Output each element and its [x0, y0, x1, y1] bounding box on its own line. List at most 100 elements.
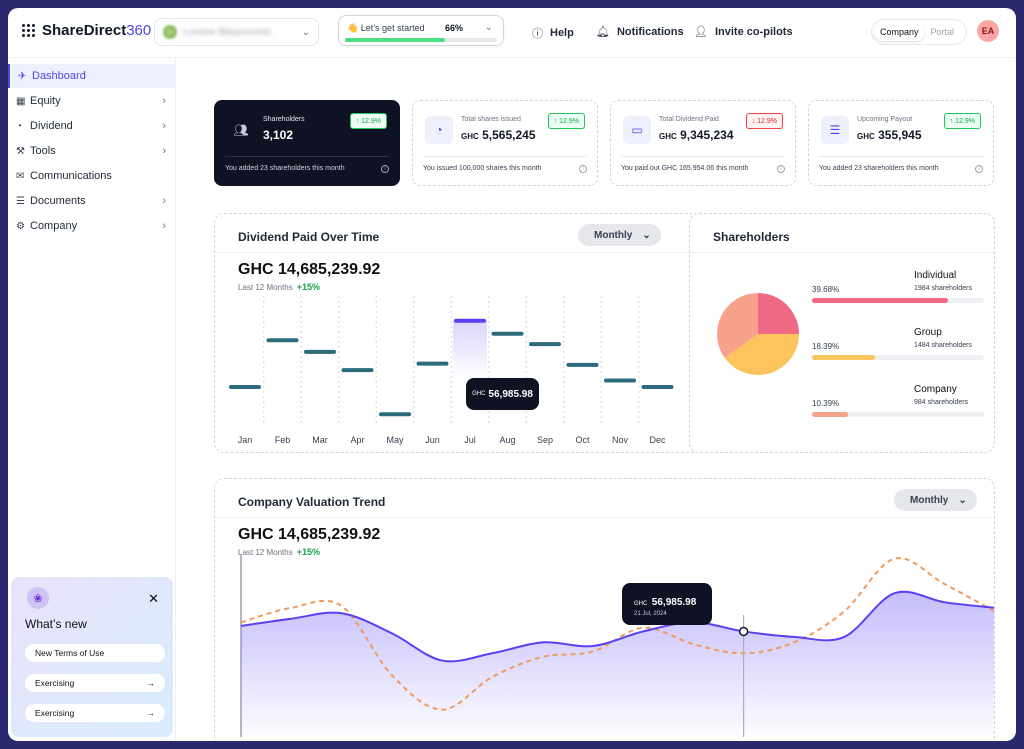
mode-company[interactable]: Company — [874, 23, 925, 41]
mail-icon: ✉ — [16, 170, 25, 182]
cash-icon: ▭ — [623, 116, 651, 144]
chart-tooltip: GHC 56,985.98 — [466, 378, 539, 410]
stat-footer: You added 23 shareholders this month — [225, 165, 345, 172]
series-line-dashed — [240, 557, 994, 711]
database-icon: ☰ — [16, 195, 25, 207]
sidebar-item-label: Dashboard — [32, 70, 86, 82]
invite-label: Invite co-pilots — [714, 25, 793, 38]
legend-percent: 39.68% — [812, 285, 840, 294]
org-switcher[interactable]: Lumine Biasonomts ⌄ — [154, 18, 319, 46]
change-value: +15% — [296, 547, 320, 557]
tooltip-value: 56,985.98 — [488, 388, 533, 400]
pie-slice-group — [724, 334, 799, 375]
sidebar-item-label: Dividend — [30, 120, 73, 132]
period-dropdown[interactable]: Monthly ⌄ — [578, 224, 661, 246]
period-dropdown[interactable]: Monthly ⌄ — [894, 489, 977, 511]
divider — [423, 156, 587, 157]
tooltip-date: 21 Jul, 2024 — [634, 610, 667, 617]
dividend-chart-card: Dividend Paid Over Time Monthly ⌄ GHC 14,… — [214, 213, 704, 453]
sidebar: ✈ Dashboard ▦ Equity › ◔ Dividend › ⚒ To… — [8, 58, 176, 741]
x-tick-label: Jan — [238, 435, 253, 445]
trend-value: 12.9% — [361, 117, 381, 125]
info-icon[interactable]: i — [579, 165, 587, 173]
sidebar-item-company[interactable]: ⚙ Company › — [8, 214, 176, 238]
legend-track — [812, 298, 984, 303]
whats-new-item-label: New Terms of Use — [35, 648, 105, 658]
sidebar-item-communications[interactable]: ✉ Communications — [8, 164, 176, 188]
sidebar-item-dividend[interactable]: ◔ Dividend › — [8, 114, 176, 138]
x-tick-label: Jul — [464, 435, 476, 445]
data-bar — [491, 331, 524, 336]
sidebar-item-tools[interactable]: ⚒ Tools › — [8, 139, 176, 163]
legend-name: Company — [914, 384, 957, 395]
trend-badge: ↓ 12.9% — [745, 113, 783, 129]
onboarding-track — [345, 38, 497, 42]
user-avatar[interactable]: EA — [977, 20, 999, 42]
legend-fill — [812, 355, 876, 360]
legend-percent: 10.39% — [812, 399, 840, 408]
onboarding-fill — [345, 38, 446, 42]
stat-card-dividend-paid[interactable]: ▭ Total Dividend Paid GHC 9,345,234 ↓ 12.… — [610, 100, 796, 186]
chevron-right-icon: › — [162, 95, 166, 107]
whats-new-item[interactable]: New Terms of Use — [25, 644, 165, 662]
trend-badge: ↑ 12.9% — [349, 113, 387, 129]
x-tick-label: Feb — [275, 435, 291, 445]
chevron-right-icon: › — [162, 220, 166, 232]
brand-name: ShareDirect — [42, 22, 127, 39]
stat-card-shares-issued[interactable]: ◔ Total shares issued GHC 5,565,245 ↑ 12.… — [412, 100, 598, 186]
pie-chart-icon: ◔ — [425, 116, 453, 144]
pie-icon: ◔ — [16, 120, 23, 132]
valuation-tooltip: GHC 56,985.98 21 Jul, 2024 — [622, 583, 712, 625]
data-bar — [529, 342, 561, 347]
chevron-right-icon: › — [162, 195, 166, 207]
legend-count: 1484 shareholders — [914, 342, 972, 349]
close-icon[interactable]: ✕ — [148, 591, 159, 606]
legend-count: 984 shareholders — [914, 399, 969, 406]
chevron-right-icon: › — [162, 145, 166, 157]
onboarding-progress[interactable]: 👋 Let’s get started 66% ⌄ — [338, 15, 504, 46]
onboarding-percent: 66% — [445, 23, 464, 33]
app-window: ShareDirect360 Lumine Biasonomts ⌄ 👋 Let… — [8, 8, 1016, 741]
trend-badge: ↑ 12.9% — [943, 113, 981, 129]
stat-footer: You issued 100,000 shares this month — [423, 165, 542, 172]
mode-toggle[interactable]: Company Portal — [871, 19, 967, 45]
org-avatar — [163, 25, 177, 39]
stat-number: 9,345,234 — [680, 128, 734, 142]
info-icon[interactable]: i — [381, 165, 389, 173]
help-icon: ⓘ — [532, 28, 543, 40]
logo-icon — [22, 23, 36, 38]
range-label: Last 12 Months — [238, 283, 293, 292]
data-bar — [266, 338, 299, 343]
invite-copilots-link[interactable]: 👤︎ Invite co-pilots — [694, 25, 793, 39]
divider — [215, 252, 703, 253]
stat-value: GHC 355,945 — [857, 128, 922, 142]
x-tick-label: Dec — [649, 435, 666, 445]
divider — [215, 517, 994, 518]
help-link[interactable]: ⓘ Help — [532, 25, 574, 41]
dividend-chart: Jan Feb Mar Apr May Jun Jul Aug Sep Oct Nov Dec — [229, 296, 674, 445]
onboarding-label: 👋 Let’s get started — [347, 23, 425, 33]
sidebar-item-documents[interactable]: ☰ Documents › — [8, 189, 176, 213]
arrow-right-icon: → — [146, 708, 156, 718]
notifications-link[interactable]: 🔔︎ Notifications — [596, 25, 684, 39]
sidebar-item-equity[interactable]: ▦ Equity › — [8, 89, 176, 113]
trend-badge: ↑ 12.9% — [547, 113, 585, 129]
arrow-up-icon: ↑ — [355, 117, 360, 125]
mode-portal[interactable]: Portal — [930, 27, 955, 37]
divider — [690, 252, 994, 253]
chevron-down-icon: ⌄ — [958, 494, 967, 506]
info-icon[interactable]: i — [975, 165, 983, 173]
stat-card-shareholders[interactable]: 👥︎ Shareholders 3,102 ↑ 12.9% You added 2… — [214, 100, 400, 186]
info-icon[interactable]: i — [777, 165, 785, 173]
chevron-down-icon: ⌄ — [642, 229, 651, 241]
x-tick-label: Nov — [612, 435, 629, 445]
whats-new-item[interactable]: Exercising → — [25, 674, 165, 692]
stat-number: 355,945 — [878, 128, 922, 142]
legend-percent: 18.39% — [812, 342, 840, 351]
data-bar — [341, 368, 374, 373]
arrow-up-icon: ↑ — [553, 117, 558, 125]
stat-card-upcoming-payout[interactable]: ☰ Upcoming Payout GHC 355,945 ↑ 12.9% You… — [808, 100, 994, 186]
sidebar-item-dashboard[interactable]: ✈ Dashboard — [8, 64, 176, 88]
whats-new-item[interactable]: Exercising → — [25, 704, 165, 722]
brand-logo[interactable]: ShareDirect360 — [22, 22, 151, 39]
